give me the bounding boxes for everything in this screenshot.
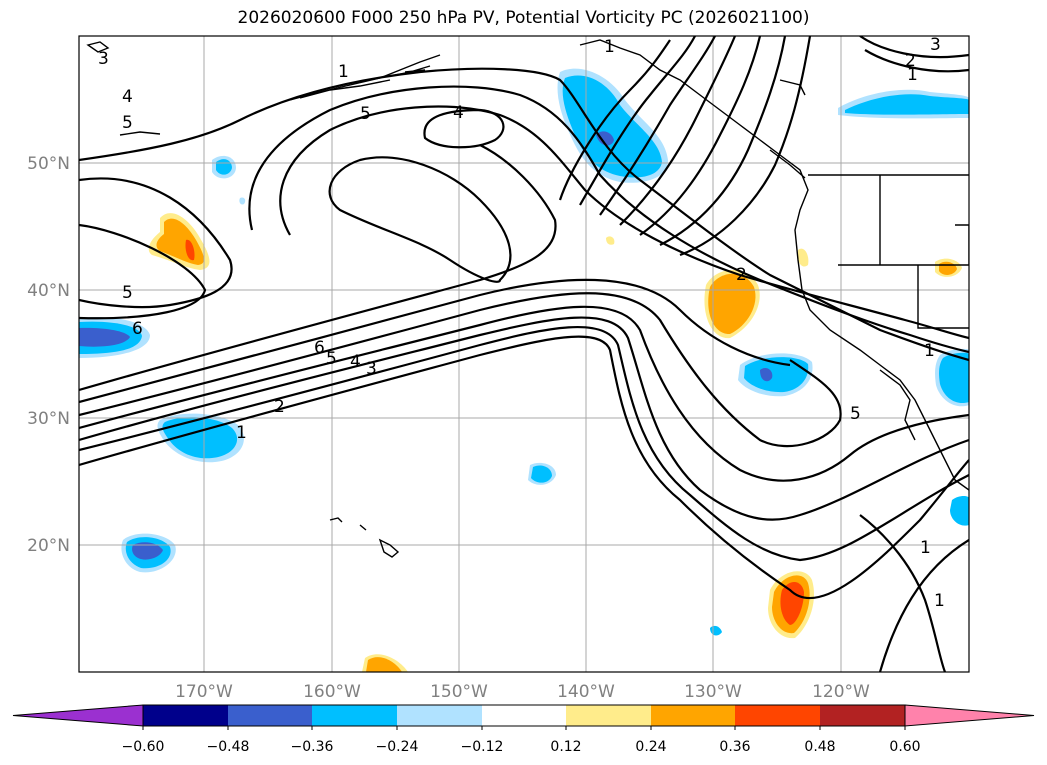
colorbar: −0.60 −0.48 −0.36 −0.24 −0.12 0.12 0.24 0.36 0.4…: [12, 704, 1035, 755]
contour-label: 2: [736, 265, 747, 285]
map-background: [79, 36, 969, 672]
colorbar-tick-label: 0.24: [635, 739, 666, 755]
colorbar-tick-label: −0.12: [461, 739, 504, 755]
lat-label: 20°N: [27, 536, 70, 556]
longitude-labels: 170°W 160°W 150°W 140°W 130°W 120°W: [175, 682, 870, 702]
colorbar-segment: [482, 705, 566, 726]
colorbar-tick-label: 0.48: [804, 739, 835, 755]
lon-label: 130°W: [684, 682, 742, 702]
colorbar-segment: [228, 705, 312, 726]
contour-label: 4: [453, 103, 464, 123]
contour-label: 5: [326, 349, 337, 369]
contour-label: 5: [360, 104, 371, 124]
contour-label: 1: [907, 65, 918, 85]
map-title: 2026020600 F000 250 hPa PV, Potential Vo…: [237, 8, 810, 28]
colorbar-segment: [651, 705, 735, 726]
colorbar-tick-label: 0.60: [889, 739, 920, 755]
colorbar-tick-label: −0.24: [376, 739, 419, 755]
contour-label: 2: [274, 397, 285, 417]
colorbar-segment: [397, 705, 482, 726]
colorbar-extend-min: [12, 704, 144, 727]
colorbar-segment: [566, 705, 651, 726]
colorbar-segment: [820, 705, 905, 726]
contour-label: 3: [98, 49, 109, 69]
contour-label: 3: [366, 359, 377, 379]
contour-label: 1: [604, 37, 615, 57]
contour-label: 6: [132, 319, 143, 339]
lat-label: 40°N: [27, 281, 70, 301]
contour-labels: 3 4 5 1 5 4 5 6 6 5 4 3 2 1 1 2 1 3 2 1 …: [98, 35, 945, 611]
colorbar-frame: [142, 704, 906, 727]
contour-label: 3: [930, 35, 941, 55]
pv-contours: [79, 36, 969, 672]
lon-label: 160°W: [303, 682, 361, 702]
contour-label: 2: [905, 51, 916, 71]
colorbar-tick-label: −0.60: [122, 739, 165, 755]
contour-label: 5: [850, 404, 861, 424]
colorbar-segment: [143, 705, 228, 726]
map-frame: [78, 35, 970, 673]
lat-label: 50°N: [27, 154, 70, 174]
contour-label: 5: [122, 113, 133, 133]
latitude-labels: 50°N 40°N 30°N 20°N: [27, 154, 70, 556]
lon-label: 140°W: [557, 682, 615, 702]
contour-label: 4: [122, 87, 133, 107]
colorbar-tick-label: 0.12: [550, 739, 581, 755]
contour-label: 5: [122, 283, 133, 303]
colorbar-tick-label: −0.36: [291, 739, 334, 755]
contour-label: 1: [338, 62, 349, 82]
contour-label: 4: [350, 352, 361, 372]
colorbar-tick-label: −0.48: [207, 739, 250, 755]
colorbar-segment: [312, 705, 397, 726]
contour-label: 1: [934, 591, 945, 611]
lat-label: 30°N: [27, 409, 70, 429]
lon-label: 120°W: [812, 682, 870, 702]
contour-label: 1: [920, 538, 931, 558]
contour-label: 1: [236, 423, 247, 443]
contour-label: 1: [924, 341, 935, 361]
colorbar-segment: [735, 705, 820, 726]
lon-label: 170°W: [175, 682, 233, 702]
lon-label: 150°W: [430, 682, 488, 702]
colorbar-tick-label: 0.36: [719, 739, 750, 755]
contour-label: 6: [314, 338, 325, 358]
colorbar-extend-max: [904, 704, 1035, 727]
